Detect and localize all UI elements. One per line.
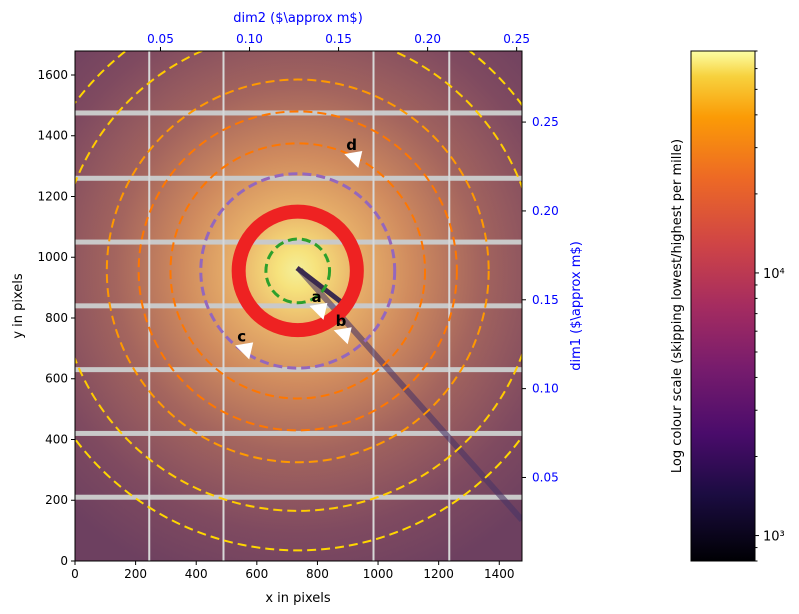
right-tick-label: 0.15 bbox=[532, 293, 559, 307]
marker-c-label: c bbox=[237, 327, 246, 345]
ring-4 bbox=[169, 142, 427, 400]
calibration-rings bbox=[75, 51, 522, 552]
gap-row bbox=[75, 110, 522, 116]
detector-gaps bbox=[75, 51, 522, 561]
y-tick-label: 600 bbox=[45, 372, 68, 386]
gap-row bbox=[75, 430, 522, 436]
ring-1 bbox=[264, 237, 332, 305]
gap-row bbox=[75, 494, 522, 500]
beamstop-arm bbox=[295, 266, 347, 307]
y-axis: 0 200 400 600 800 1000 1200 1400 1600 bbox=[37, 68, 75, 568]
y-tick-label: 1600 bbox=[37, 68, 68, 82]
colorbar-label: Log colour scale (skipping lowest/highes… bbox=[670, 139, 685, 473]
x-tick-label: 800 bbox=[306, 567, 329, 581]
colorbar-tick-label: 10⁴ bbox=[763, 267, 785, 282]
right-tick-label: 0.05 bbox=[532, 470, 559, 484]
gap-row bbox=[75, 175, 522, 181]
gap-column bbox=[448, 51, 451, 561]
gap-row bbox=[75, 303, 522, 309]
detector-image: ab c d bbox=[75, 51, 522, 561]
y-tick-label: 1000 bbox=[37, 250, 68, 264]
top-tick-label: 0.05 bbox=[147, 32, 174, 46]
ring-6 bbox=[105, 78, 490, 464]
right-axis: 0.05 0.10 0.15 0.20 0.25 bbox=[522, 115, 559, 484]
right-tick-label: 0.20 bbox=[532, 204, 559, 218]
y-tick-label: 800 bbox=[45, 311, 68, 325]
top-axis: 0.05 0.10 0.15 0.20 0.25 bbox=[147, 32, 530, 51]
top-tick-label: 0.10 bbox=[236, 32, 263, 46]
gap-column bbox=[148, 51, 151, 561]
top-tick-label: 0.25 bbox=[503, 32, 530, 46]
gap-row bbox=[75, 367, 522, 373]
plot-frame bbox=[74, 50, 523, 562]
ring-3 bbox=[199, 172, 397, 370]
colorbar-ticks: 10³ 10⁴ bbox=[755, 50, 785, 562]
y-axis-label: y in pixels bbox=[11, 273, 26, 339]
y-tick-label: 200 bbox=[45, 493, 68, 507]
top-tick-label: 0.20 bbox=[414, 32, 441, 46]
gap-column bbox=[222, 51, 225, 561]
gap-column bbox=[372, 51, 375, 561]
x-tick-label: 200 bbox=[124, 567, 147, 581]
x-tick-label: 600 bbox=[245, 567, 268, 581]
right-axis-label: dim1 ($\approx m$) bbox=[569, 241, 584, 371]
colorbar-tick-label: 10³ bbox=[763, 530, 785, 545]
colorbar-gradient bbox=[690, 50, 756, 562]
marker-d-arrow bbox=[344, 151, 363, 169]
x-tick-label: 1200 bbox=[423, 567, 454, 581]
marker-c-arrow bbox=[235, 342, 254, 360]
x-axis: 0 200 400 600 800 1000 1200 1400 bbox=[71, 561, 515, 581]
marker-a-label: a bbox=[311, 288, 321, 306]
y-tick-label: 1400 bbox=[37, 129, 68, 143]
marker-d-label: d bbox=[346, 136, 357, 154]
y-tick-label: 400 bbox=[45, 432, 68, 446]
top-tick-label: 0.15 bbox=[325, 32, 352, 46]
ring-8 bbox=[75, 51, 522, 552]
right-tick-label: 0.10 bbox=[532, 382, 559, 396]
marker-b-label: b bbox=[336, 312, 347, 330]
ring-2 bbox=[231, 204, 364, 338]
x-tick-label: 0 bbox=[71, 567, 79, 581]
x-axis-label: x in pixels bbox=[265, 591, 331, 606]
colorbar: 10³ 10⁴ Log colour scale (skipping lowest… bbox=[670, 50, 785, 562]
x-tick-label: 1000 bbox=[363, 567, 394, 581]
ring-5 bbox=[137, 110, 458, 432]
top-axis-label: dim2 ($\approx m$) bbox=[233, 11, 363, 26]
x-tick-label: 1400 bbox=[484, 567, 515, 581]
x-tick-label: 400 bbox=[185, 567, 208, 581]
y-tick-label: 1200 bbox=[37, 189, 68, 203]
gap-row bbox=[75, 239, 522, 245]
marker-b-arrow bbox=[333, 327, 352, 345]
marker-a-arrow bbox=[309, 302, 328, 320]
annotation-markers: ab c d bbox=[235, 136, 363, 360]
right-tick-label: 0.25 bbox=[532, 115, 559, 129]
y-tick-label: 0 bbox=[60, 554, 68, 568]
